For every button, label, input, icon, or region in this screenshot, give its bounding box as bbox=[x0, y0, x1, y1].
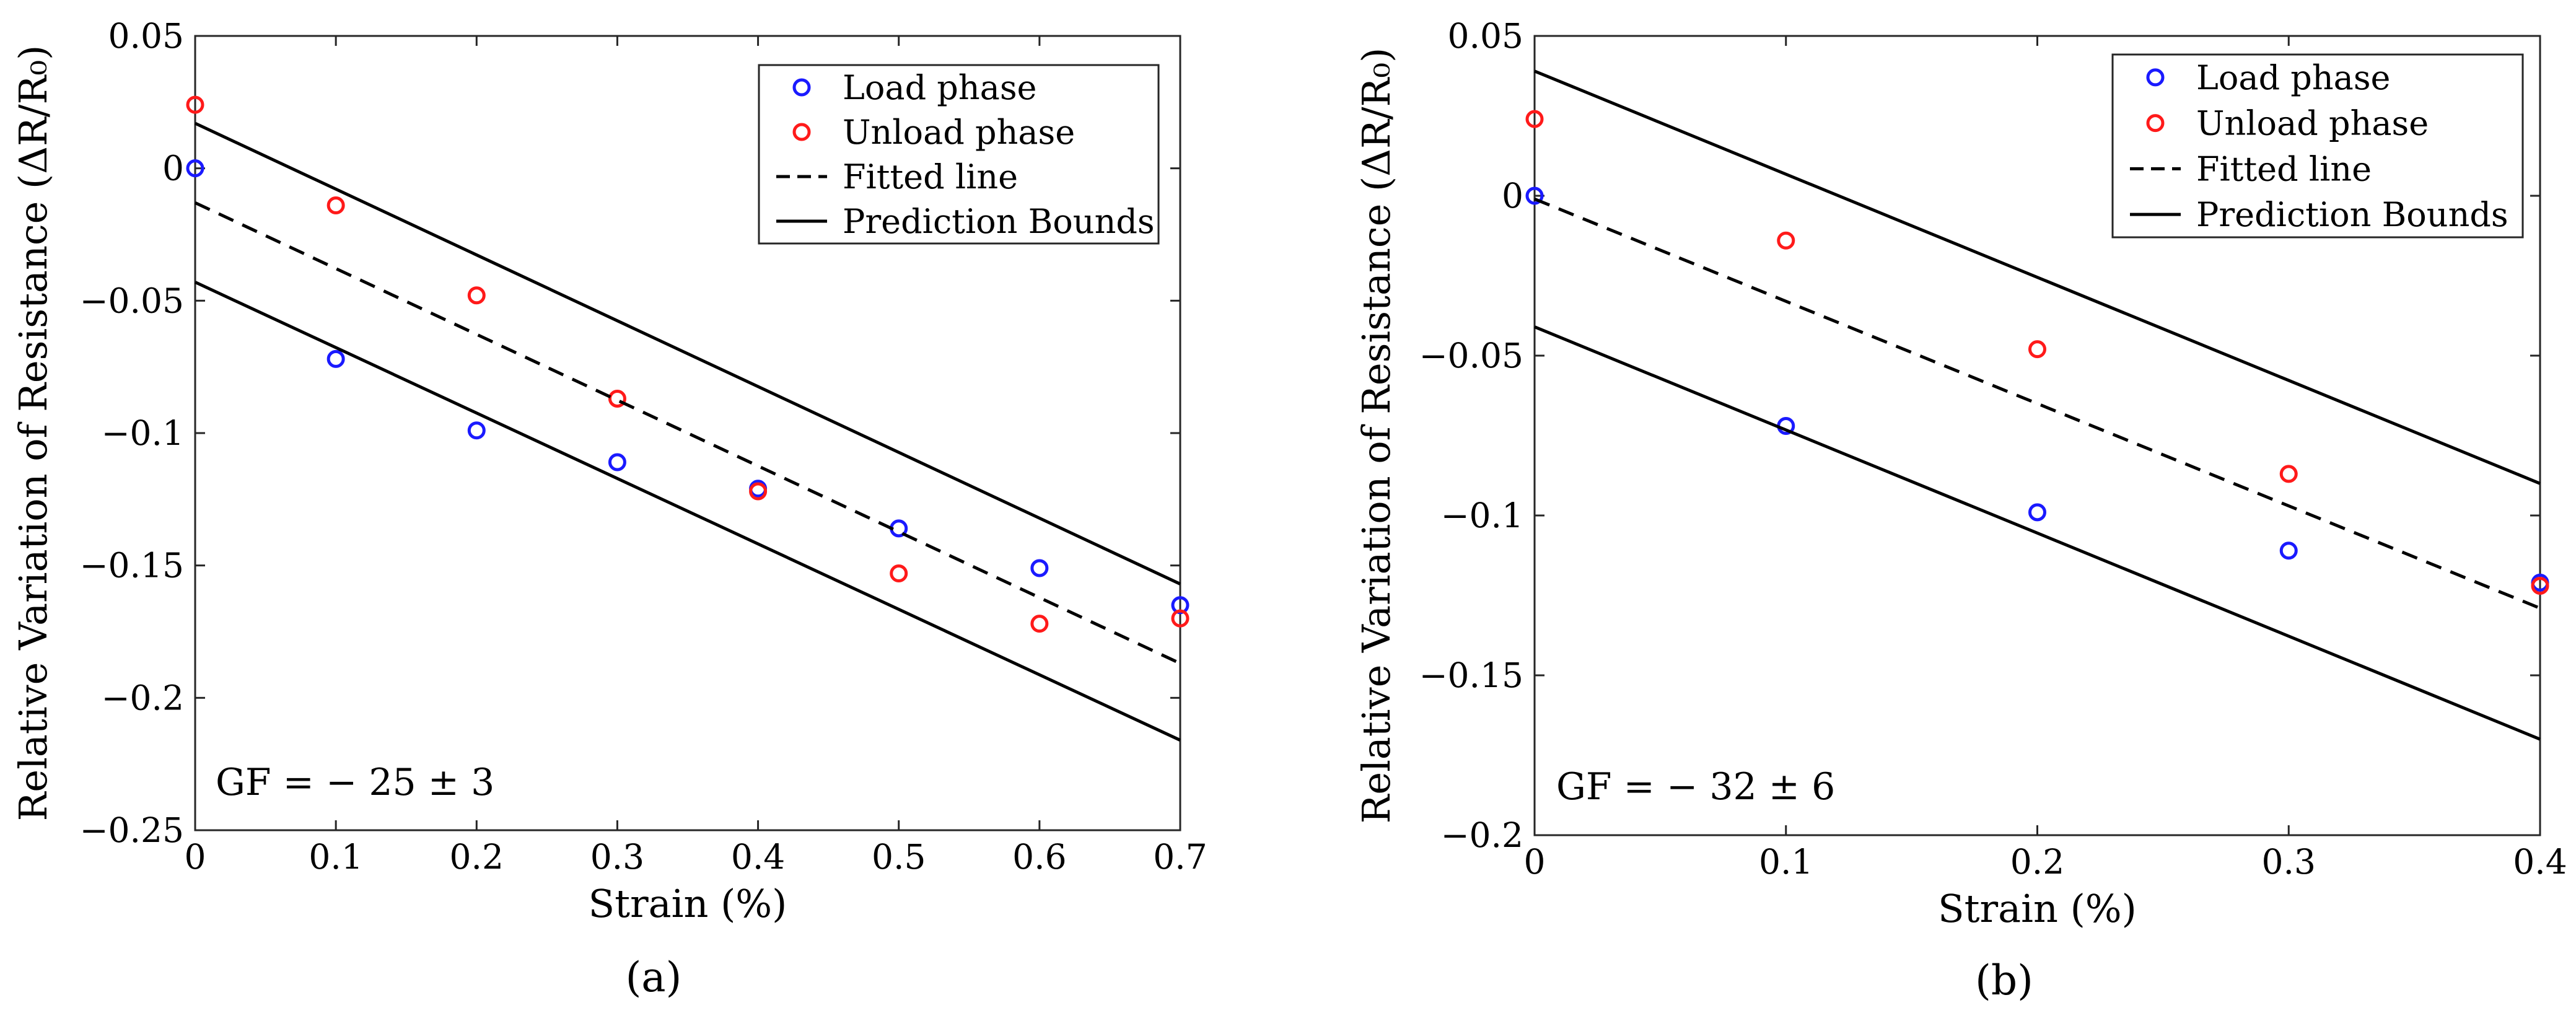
x-tick-label: 0.7 bbox=[1153, 837, 1207, 877]
legend: Load phase Unload phase Fitted line Predict… bbox=[2111, 53, 2524, 239]
x-tick-label: 0.4 bbox=[731, 837, 785, 877]
data-point-load-phase bbox=[1525, 186, 1544, 205]
fitted-line bbox=[1534, 197, 2541, 610]
y-axis-label: Relative Variation of Resistance (ΔR/R₀) bbox=[1354, 48, 1399, 824]
data-point-load-phase bbox=[1171, 596, 1189, 615]
y-tick-label: 0.05 bbox=[1448, 16, 1523, 56]
data-point-load-phase bbox=[608, 453, 626, 471]
data-point-unload-phase bbox=[2531, 577, 2549, 595]
x-tick-label: 0.2 bbox=[2010, 842, 2064, 882]
fitted-line bbox=[194, 201, 1181, 665]
data-point-load-phase bbox=[1030, 559, 1049, 577]
panel-b: 0 0.1 0.2 0.3 0.4 0.05 0 −0.05 −0.1 −0.15 −0.2 Stra… bbox=[1354, 16, 2567, 1004]
data-point-unload-phase bbox=[608, 389, 626, 408]
legend-marker-load bbox=[2146, 68, 2165, 87]
data-point-unload-phase bbox=[890, 564, 908, 582]
data-point-load-phase bbox=[2279, 542, 2298, 560]
legend-box bbox=[2111, 53, 2524, 239]
y-tick-label: −0.05 bbox=[1419, 336, 1523, 375]
y-tick-label: −0.1 bbox=[1440, 496, 1523, 535]
panel-a: 0 0.1 0.2 0.3 0.4 0.5 0.6 0.7 0.05 0 −0.05 −0.1 −0.1… bbox=[11, 16, 1207, 1001]
data-point-unload-phase bbox=[1777, 231, 1795, 250]
legend-entry-label: Unload phase bbox=[843, 113, 1075, 152]
prediction-bound-line bbox=[1534, 325, 2541, 741]
x-tick-label: 0.5 bbox=[872, 837, 926, 877]
legend-entry-label: Prediction Bounds bbox=[2196, 195, 2508, 234]
legend-entry-label: Load phase bbox=[843, 68, 1037, 107]
y-tick-label: −0.15 bbox=[79, 546, 184, 585]
data-point-load-phase bbox=[326, 349, 345, 368]
y-tick-label: −0.15 bbox=[1419, 656, 1523, 695]
data-point-load-phase bbox=[2028, 503, 2046, 522]
panel-label: (a) bbox=[626, 954, 682, 1001]
legend-entry-label: Prediction Bounds bbox=[843, 202, 1155, 241]
data-point-unload-phase bbox=[467, 286, 486, 305]
legend: Load phase Unload phase Fitted line Predict… bbox=[758, 64, 1160, 245]
x-tick-label: 0 bbox=[185, 837, 206, 877]
legend-marker-unload bbox=[2146, 114, 2165, 133]
data-point-unload-phase bbox=[1171, 609, 1189, 628]
data-point-unload-phase bbox=[749, 482, 768, 501]
data-point-unload-phase bbox=[1525, 110, 1544, 128]
x-tick-label: 0.4 bbox=[2513, 842, 2567, 882]
y-tick-label: 0.05 bbox=[108, 16, 184, 56]
legend-entry-label: Fitted line bbox=[2196, 149, 2372, 188]
data-point-unload-phase bbox=[1030, 615, 1049, 633]
gf-annotation: GF = − 25 ± 3 bbox=[216, 761, 494, 804]
y-tick-label: 0 bbox=[162, 149, 184, 188]
data-point-unload-phase bbox=[326, 196, 345, 214]
data-point-unload-phase bbox=[186, 95, 204, 114]
x-tick-label: 0.3 bbox=[2262, 842, 2316, 882]
y-tick-label: −0.1 bbox=[101, 413, 184, 453]
prediction-bound-line bbox=[194, 121, 1181, 585]
data-point-load-phase bbox=[186, 159, 204, 178]
legend-marker-load bbox=[792, 78, 811, 97]
y-tick-label: −0.05 bbox=[79, 281, 184, 320]
panel-label: (b) bbox=[1975, 957, 2033, 1004]
x-tick-label: 0 bbox=[1524, 842, 1546, 882]
legend-entry-label: Fitted line bbox=[843, 157, 1018, 196]
legend-entry-label: Unload phase bbox=[2196, 104, 2429, 143]
data-point-unload-phase bbox=[2028, 340, 2046, 359]
x-tick-label: 0.1 bbox=[309, 837, 362, 877]
legend-entry-label: Load phase bbox=[2196, 58, 2391, 97]
x-axis-label: Strain (%) bbox=[1938, 886, 2137, 931]
x-tick-label: 0.6 bbox=[1012, 837, 1066, 877]
y-tick-label: 0 bbox=[1502, 176, 1523, 216]
legend-box bbox=[758, 64, 1160, 245]
y-tick-label: −0.2 bbox=[1440, 815, 1523, 855]
prediction-bound-line bbox=[194, 281, 1181, 742]
y-axis-label: Relative Variation of Resistance (ΔR/R₀) bbox=[11, 45, 56, 822]
x-axis-label: Strain (%) bbox=[589, 881, 787, 926]
gf-annotation: GF = − 32 ± 6 bbox=[1556, 765, 1835, 809]
y-tick-label: −0.25 bbox=[79, 810, 184, 850]
x-tick-label: 0.3 bbox=[590, 837, 644, 877]
x-tick-label: 0.1 bbox=[1759, 842, 1813, 882]
x-tick-label: 0.2 bbox=[450, 837, 504, 877]
y-tick-label: −0.2 bbox=[101, 678, 184, 717]
data-point-load-phase bbox=[467, 421, 486, 440]
legend-marker-unload bbox=[792, 123, 811, 141]
prediction-bound-line bbox=[1534, 69, 2541, 485]
data-point-unload-phase bbox=[2279, 465, 2298, 483]
